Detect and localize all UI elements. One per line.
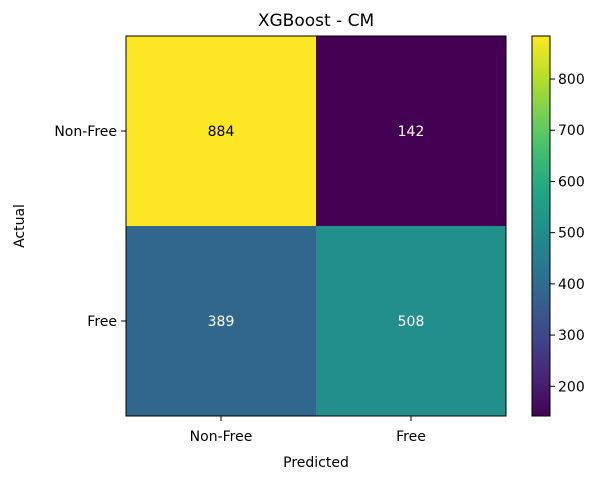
colorbar-tick-label: 700 bbox=[558, 123, 585, 139]
cell-value-label: 389 bbox=[208, 314, 235, 330]
x-tick-label: Non-Free bbox=[190, 429, 253, 445]
y-axis-label: Actual bbox=[12, 204, 28, 248]
colorbar bbox=[531, 35, 551, 417]
cell-value-label: 508 bbox=[398, 314, 425, 330]
colorbar-tick-label: 500 bbox=[558, 226, 585, 242]
x-axis-label: Predicted bbox=[283, 455, 349, 471]
heatmap-cell bbox=[126, 36, 316, 226]
heatmap-cells bbox=[126, 36, 506, 416]
colorbar-tick-label: 200 bbox=[558, 379, 585, 395]
y-tick-label: Non-Free bbox=[54, 124, 117, 140]
cell-value-labels: 884 142 389 508 bbox=[208, 124, 425, 330]
chart-title: XGBoost - CM bbox=[258, 11, 374, 31]
x-tick-label: Free bbox=[396, 429, 426, 445]
x-axis-ticks: Non-Free Free bbox=[190, 416, 426, 445]
y-tick-label: Free bbox=[87, 314, 117, 330]
colorbar-tick-label: 300 bbox=[558, 328, 585, 344]
heatmap-cell bbox=[316, 226, 506, 416]
plot-frame bbox=[125, 35, 507, 417]
heatmap-cell bbox=[316, 36, 506, 226]
colorbar-tick-label: 600 bbox=[558, 174, 585, 190]
colorbar-tick-label: 400 bbox=[558, 277, 585, 293]
cell-value-label: 142 bbox=[398, 124, 425, 140]
y-axis-ticks: Non-Free Free bbox=[54, 124, 126, 330]
heatmap-cell bbox=[126, 226, 316, 416]
colorbar-tick-label: 800 bbox=[558, 72, 585, 88]
cell-value-label: 884 bbox=[208, 124, 235, 140]
colorbar-ticks: 200 300 400 500 600 700 800 bbox=[550, 72, 585, 395]
